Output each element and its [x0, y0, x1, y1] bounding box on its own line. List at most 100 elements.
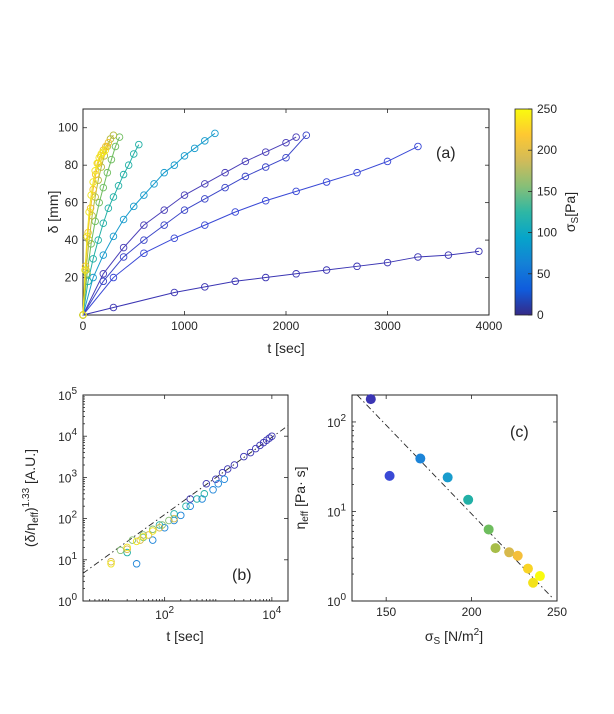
a-series-0-point-6 [292, 270, 300, 278]
a-series-4-point-12 [201, 137, 209, 145]
panel-a-series [79, 129, 483, 319]
a-series-8-point-10 [104, 138, 113, 147]
b-group-0-point-8 [251, 444, 260, 453]
a-series-2-point-5 [180, 206, 189, 214]
a-series-1-point-4 [201, 221, 209, 229]
a-series-2-point-6 [201, 195, 209, 203]
panel-c-axes-box [351, 394, 558, 602]
a-ytick-label-40: 40 [65, 233, 79, 247]
a-series-5-point-6 [109, 193, 118, 201]
a-series-4-point-8 [160, 168, 168, 177]
colorbar-gradient [514, 108, 533, 316]
c-xtick-label-250: 250 [547, 605, 567, 619]
b-ytick-label-2-base: 10 [58, 513, 72, 527]
b-group-0-point-7 [246, 448, 255, 457]
c-ytick-label-0-base: 10 [327, 595, 341, 609]
a-series-9-point-10 [99, 148, 108, 156]
b-group-4-point-5 [170, 514, 178, 523]
a-series-4-point-5 [129, 202, 138, 211]
c-xlabel-close: ] [479, 628, 483, 644]
a-series-0-point-11 [444, 251, 453, 259]
b-group-0-point-4 [223, 465, 232, 473]
a-series-0-point-5 [261, 273, 270, 282]
a-series-9-point-5 [89, 178, 97, 186]
a-series-0-point-9 [383, 258, 392, 267]
b-xtick-label-4-base: 10 [262, 608, 276, 622]
c-xlabel-sigma: σ [425, 628, 434, 644]
cb-tick-label-50: 50 [537, 267, 551, 281]
a-xtick-label-3000: 3000 [374, 319, 401, 333]
b-ytick-label-5-exp: 5 [71, 386, 77, 397]
b-group-4-point-1 [123, 545, 131, 554]
a-series-9-point-9 [97, 150, 106, 158]
c-point-2 [415, 453, 426, 464]
c-ylabel-eta: η [292, 522, 308, 530]
a-series-3-point-5 [180, 191, 189, 199]
a-series-5-point-4 [99, 219, 108, 227]
b-xtick-label-2: 102 [155, 605, 174, 622]
b-xtick-label-4: 104 [262, 605, 281, 622]
b-group-2-point-4 [182, 502, 190, 510]
a-xtick-label-2000: 2000 [273, 319, 300, 333]
c-point-3 [442, 472, 453, 483]
c-point-6 [490, 543, 501, 554]
a-series-9-point-1 [81, 266, 89, 274]
b-ylabel-exp: 1.33 [21, 487, 32, 507]
a-series-1-point-11 [414, 142, 422, 151]
a-series-9-point-0 [79, 311, 87, 319]
a-series-9-point-4 [87, 191, 95, 199]
a-series-4-point-1 [89, 273, 97, 282]
a-series-6-point-1 [83, 270, 91, 278]
c-xtick-label-200: 200 [462, 605, 482, 619]
colorbar-label-sigma: σ [562, 223, 578, 232]
a-series-3-point-1 [99, 270, 108, 278]
a-series-1-point-10 [383, 157, 392, 166]
a-series-6-point-4 [95, 198, 103, 207]
a-series-5-point-9 [124, 161, 133, 169]
a-series-6-point-2 [87, 240, 95, 248]
b-ytick-label-4: 104 [58, 427, 77, 444]
c-ytick-label-0: 100 [327, 592, 346, 609]
a-series-2-point-7 [221, 183, 229, 192]
b-ytick-label-2-exp: 2 [71, 510, 77, 521]
b-group-5-point-1 [123, 543, 131, 552]
a-series-line-2 [82, 134, 307, 316]
a-series-4-point-9 [170, 161, 179, 169]
a-series-5-point-11 [135, 140, 143, 149]
panel-b-points [82, 425, 289, 574]
b-group-0-point-5 [230, 461, 239, 469]
colorbar-label: σS[Pa] [562, 192, 581, 232]
a-series-3-point-4 [160, 206, 168, 214]
a-series-1-point-3 [170, 234, 179, 242]
cb-tick-label-100: 100 [537, 226, 557, 240]
a-series-3-point-6 [201, 180, 209, 188]
b-group-2-point-3 [170, 510, 178, 518]
b-ylabel-sub: eff [30, 512, 41, 523]
a-series-5-point-2 [89, 255, 97, 263]
b-group-2-point-6 [200, 490, 209, 498]
b-group-5-point-0 [107, 560, 115, 568]
panel-a-ylabel: δ [mm] [45, 191, 61, 234]
cb-tick-label-200: 200 [537, 143, 557, 157]
a-series-1-point-8 [322, 178, 331, 186]
b-ytick-label-4-base: 10 [58, 430, 72, 444]
b-group-1-point-0 [132, 560, 141, 568]
b-xtick-label-4-exp: 4 [276, 605, 282, 616]
a-series-0-point-12 [475, 247, 483, 256]
panel-b-label: (b) [232, 567, 252, 584]
c-ytick-label-1: 101 [327, 502, 346, 519]
a-series-line-9 [82, 149, 106, 316]
a-series-line-6 [82, 136, 120, 316]
a-series-4-point-10 [180, 152, 189, 160]
a-series-3-point-9 [261, 148, 270, 156]
a-series-2-point-3 [140, 236, 148, 244]
b-ytick-label-4-exp: 4 [71, 427, 77, 438]
c-xtick-label-150: 150 [376, 605, 396, 619]
c-point-4 [463, 494, 474, 505]
a-series-4-point-3 [109, 232, 118, 241]
a-series-6-point-8 [111, 142, 120, 151]
a-series-2-point-4 [160, 221, 168, 229]
b-group-0-point-13 [268, 432, 276, 440]
b-xtick-label-2-base: 10 [155, 608, 169, 622]
